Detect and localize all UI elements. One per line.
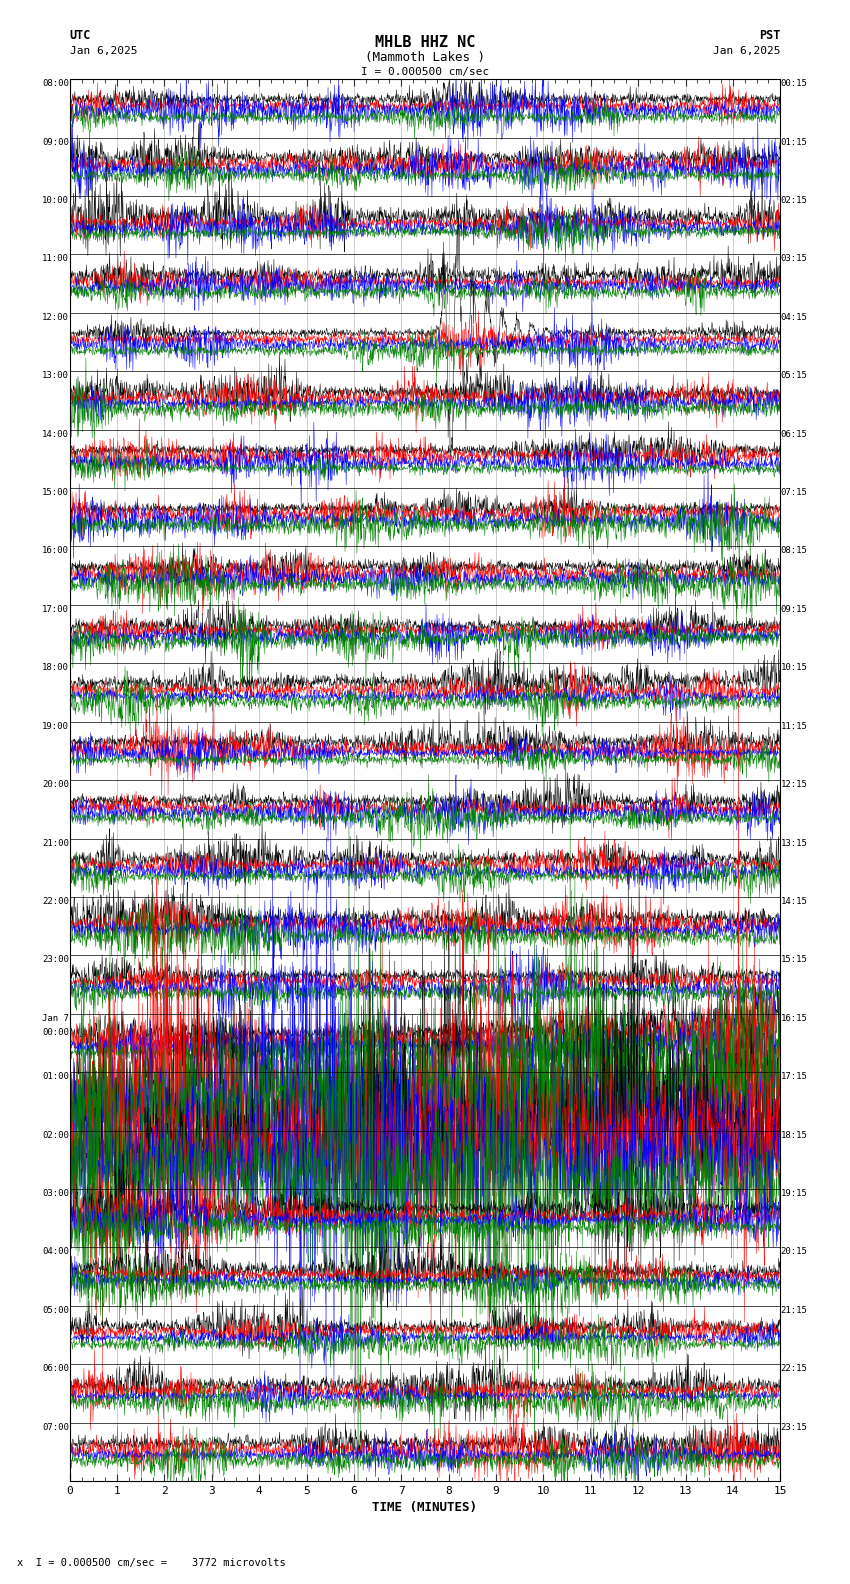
Text: (Mammoth Lakes ): (Mammoth Lakes ) <box>365 51 485 63</box>
Text: 10:15: 10:15 <box>781 664 807 672</box>
Text: 00:15: 00:15 <box>781 79 807 89</box>
Text: 23:15: 23:15 <box>781 1422 807 1432</box>
Text: 11:15: 11:15 <box>781 722 807 730</box>
Text: 19:15: 19:15 <box>781 1190 807 1198</box>
Text: 05:00: 05:00 <box>42 1305 69 1315</box>
Text: 02:00: 02:00 <box>42 1131 69 1139</box>
Text: Jan 7: Jan 7 <box>42 1014 69 1023</box>
Text: 05:15: 05:15 <box>781 371 807 380</box>
Text: 08:00: 08:00 <box>42 79 69 89</box>
Text: 21:15: 21:15 <box>781 1305 807 1315</box>
Text: x  I = 0.000500 cm/sec =    3772 microvolts: x I = 0.000500 cm/sec = 3772 microvolts <box>17 1559 286 1568</box>
X-axis label: TIME (MINUTES): TIME (MINUTES) <box>372 1502 478 1514</box>
Text: Jan 6,2025: Jan 6,2025 <box>713 46 780 55</box>
Text: 20:15: 20:15 <box>781 1248 807 1256</box>
Text: 20:00: 20:00 <box>42 779 69 789</box>
Text: 15:15: 15:15 <box>781 955 807 965</box>
Text: MHLB HHZ NC: MHLB HHZ NC <box>375 35 475 49</box>
Text: 00:00: 00:00 <box>42 1028 69 1038</box>
Text: 14:15: 14:15 <box>781 897 807 906</box>
Text: 02:15: 02:15 <box>781 196 807 204</box>
Text: 13:15: 13:15 <box>781 838 807 847</box>
Text: 18:00: 18:00 <box>42 664 69 672</box>
Text: 16:00: 16:00 <box>42 546 69 556</box>
Text: 15:00: 15:00 <box>42 488 69 497</box>
Text: 11:00: 11:00 <box>42 255 69 263</box>
Text: 09:15: 09:15 <box>781 605 807 615</box>
Text: 14:00: 14:00 <box>42 429 69 439</box>
Text: 01:15: 01:15 <box>781 138 807 147</box>
Text: UTC: UTC <box>70 29 91 41</box>
Text: 03:15: 03:15 <box>781 255 807 263</box>
Text: 01:00: 01:00 <box>42 1072 69 1082</box>
Text: 16:15: 16:15 <box>781 1014 807 1023</box>
Text: 09:00: 09:00 <box>42 138 69 147</box>
Text: 10:00: 10:00 <box>42 196 69 204</box>
Text: 07:00: 07:00 <box>42 1422 69 1432</box>
Text: 23:00: 23:00 <box>42 955 69 965</box>
Text: 07:15: 07:15 <box>781 488 807 497</box>
Text: 13:00: 13:00 <box>42 371 69 380</box>
Text: 08:15: 08:15 <box>781 546 807 556</box>
Text: 21:00: 21:00 <box>42 838 69 847</box>
Text: 17:15: 17:15 <box>781 1072 807 1082</box>
Text: 03:00: 03:00 <box>42 1190 69 1198</box>
Text: Jan 6,2025: Jan 6,2025 <box>70 46 137 55</box>
Text: 12:00: 12:00 <box>42 314 69 322</box>
Text: I = 0.000500 cm/sec: I = 0.000500 cm/sec <box>361 67 489 76</box>
Text: 22:15: 22:15 <box>781 1364 807 1373</box>
Text: 18:15: 18:15 <box>781 1131 807 1139</box>
Text: 04:15: 04:15 <box>781 314 807 322</box>
Text: 19:00: 19:00 <box>42 722 69 730</box>
Text: 22:00: 22:00 <box>42 897 69 906</box>
Text: 06:00: 06:00 <box>42 1364 69 1373</box>
Text: 12:15: 12:15 <box>781 779 807 789</box>
Text: 17:00: 17:00 <box>42 605 69 615</box>
Text: 04:00: 04:00 <box>42 1248 69 1256</box>
Text: 06:15: 06:15 <box>781 429 807 439</box>
Text: PST: PST <box>759 29 780 41</box>
